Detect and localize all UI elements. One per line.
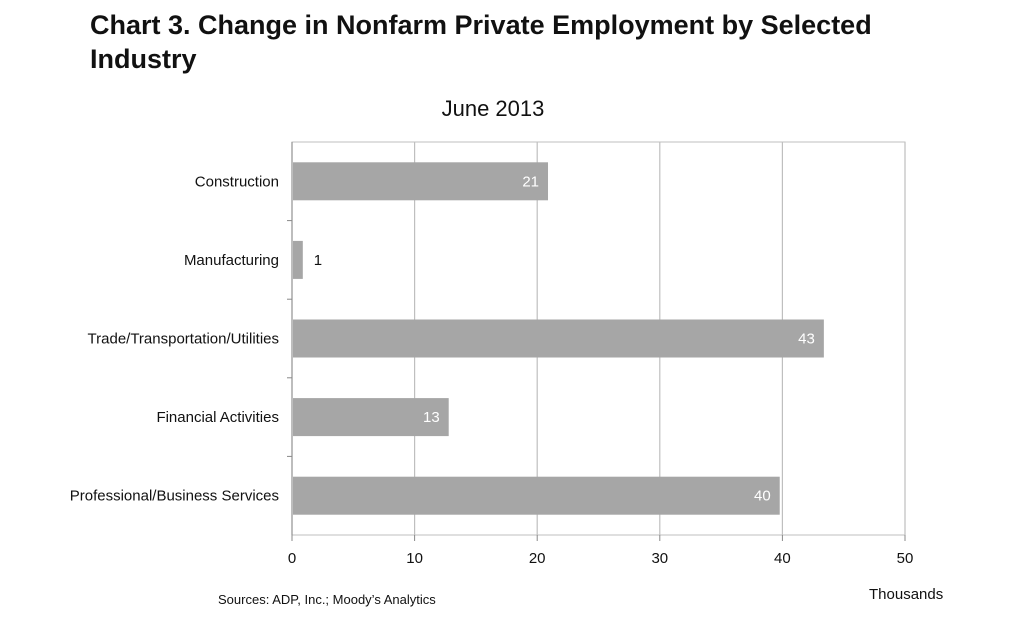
bar — [293, 476, 780, 515]
axes: 0 10 20 30 40 50 Construction Manufacturing Trad… — [70, 142, 914, 567]
category-label: Professional/Business Services — [70, 488, 279, 505]
x-tick-label: 40 — [774, 550, 791, 567]
bar — [293, 240, 303, 279]
x-tick-label: 20 — [529, 550, 546, 567]
category-label: Trade/Transportation/Utilities — [88, 331, 279, 348]
category-label: Financial Activities — [156, 409, 279, 426]
data-label: 1 — [314, 252, 322, 269]
data-label: 43 — [798, 331, 815, 348]
data-label: 21 — [522, 173, 539, 190]
bar — [293, 319, 824, 358]
category-label: Manufacturing — [184, 252, 279, 269]
chart-title: Chart 3. Change in Nonfarm Private Emplo… — [90, 10, 872, 74]
bar — [293, 162, 549, 201]
x-tick-label: 10 — [406, 550, 423, 567]
source-note: Sources: ADP, Inc.; Moody’s Analytics — [218, 592, 436, 607]
data-label: 40 — [754, 488, 771, 505]
bars: 21 1 43 13 40 — [293, 162, 824, 515]
x-tick-label: 50 — [897, 550, 914, 567]
bar — [293, 398, 449, 437]
data-label: 13 — [423, 409, 440, 426]
chart-subtitle: June 2013 — [441, 96, 545, 121]
x-axis-units-label: Thousands — [869, 586, 944, 603]
x-tick-label: 0 — [288, 550, 296, 567]
x-tick-label: 30 — [651, 550, 668, 567]
category-label: Construction — [195, 173, 279, 190]
